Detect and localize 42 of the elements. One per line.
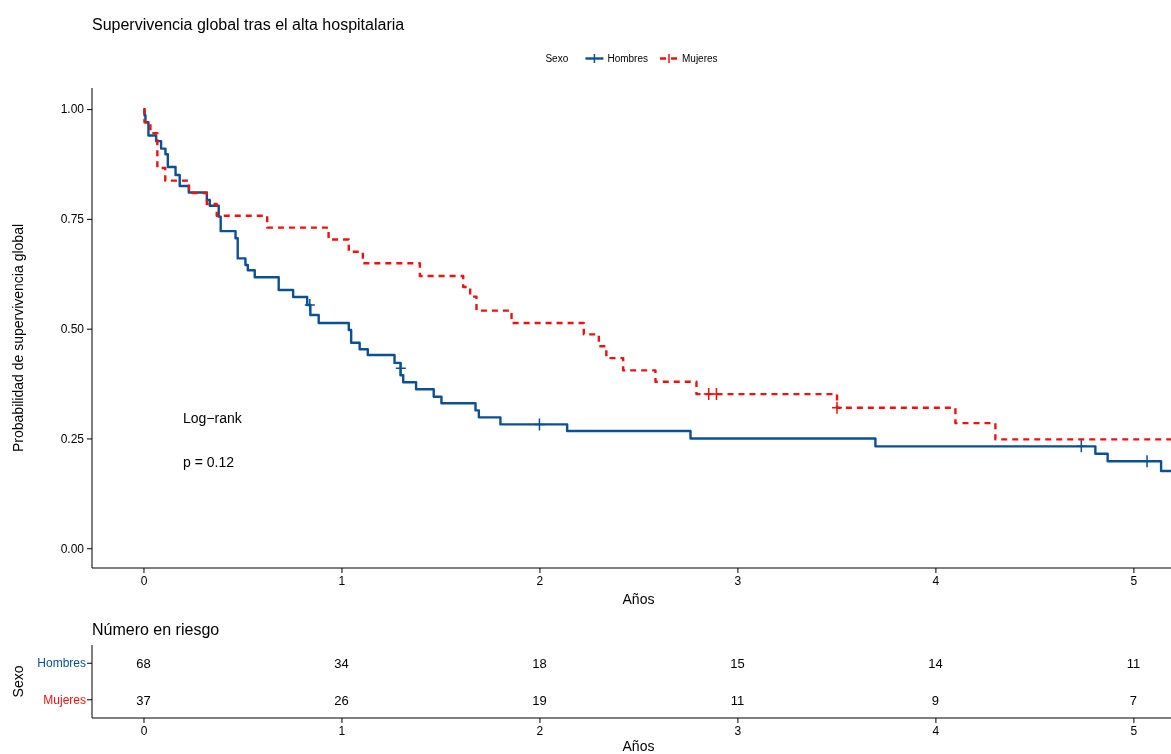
- data-label: 26: [334, 692, 349, 708]
- data-label: 37: [136, 692, 151, 708]
- data-label: 19: [532, 692, 547, 708]
- x-tick-label: 1: [338, 573, 346, 588]
- legend-label: Mujeres: [682, 53, 718, 64]
- data-label: 18: [532, 656, 547, 672]
- y-tick-label: 1.00: [60, 102, 85, 117]
- y-tick-label: 0.50: [60, 322, 85, 336]
- x-tick-label: 4: [932, 723, 940, 738]
- x-tick-label: 3: [734, 573, 742, 588]
- data-label: 9: [931, 692, 940, 708]
- y-tick-label: 0.00: [60, 541, 85, 556]
- annotation: p = 0.12: [183, 454, 235, 470]
- x-tick-label: 5: [1130, 723, 1138, 738]
- y-tick-label: 0.75: [60, 212, 85, 227]
- x-tick-label: 2: [536, 723, 544, 738]
- data-label: 15: [730, 656, 745, 672]
- data-label: 34: [334, 656, 349, 672]
- data-label: 11: [730, 692, 745, 708]
- x-tick-label: 4: [932, 573, 940, 588]
- chart-title: Supervivencia global tras el alta hospitalaria: [92, 16, 405, 33]
- y-tick-label: Hombres: [37, 656, 86, 671]
- data-label: 11: [1126, 656, 1141, 672]
- data-label: 7: [1129, 692, 1137, 708]
- y-axis-title: Probabilidad de supervivencia global: [10, 223, 26, 453]
- x-tick-label: 0: [140, 573, 148, 588]
- y-tick-label: Mujeres: [43, 692, 86, 707]
- legend-label: Hombres: [607, 53, 648, 64]
- y-tick-label: 0.25: [60, 431, 85, 446]
- x-axis-title: Años: [622, 738, 655, 754]
- data-label: 14: [928, 656, 943, 672]
- x-tick-label: 1: [338, 723, 346, 738]
- x-tick-label: 2: [536, 573, 544, 588]
- x-tick-label: 3: [734, 723, 742, 738]
- y-axis-title: Sexo: [10, 665, 26, 698]
- legend-title: Sexo: [545, 53, 569, 64]
- data-label: 68: [136, 656, 151, 672]
- x-tick-label: 5: [1130, 573, 1138, 588]
- chart-title: Número en riesgo: [92, 621, 220, 638]
- annotation: Log−rank: [183, 410, 243, 426]
- x-tick-label: 0: [140, 723, 148, 738]
- x-axis-title: Años: [622, 591, 655, 607]
